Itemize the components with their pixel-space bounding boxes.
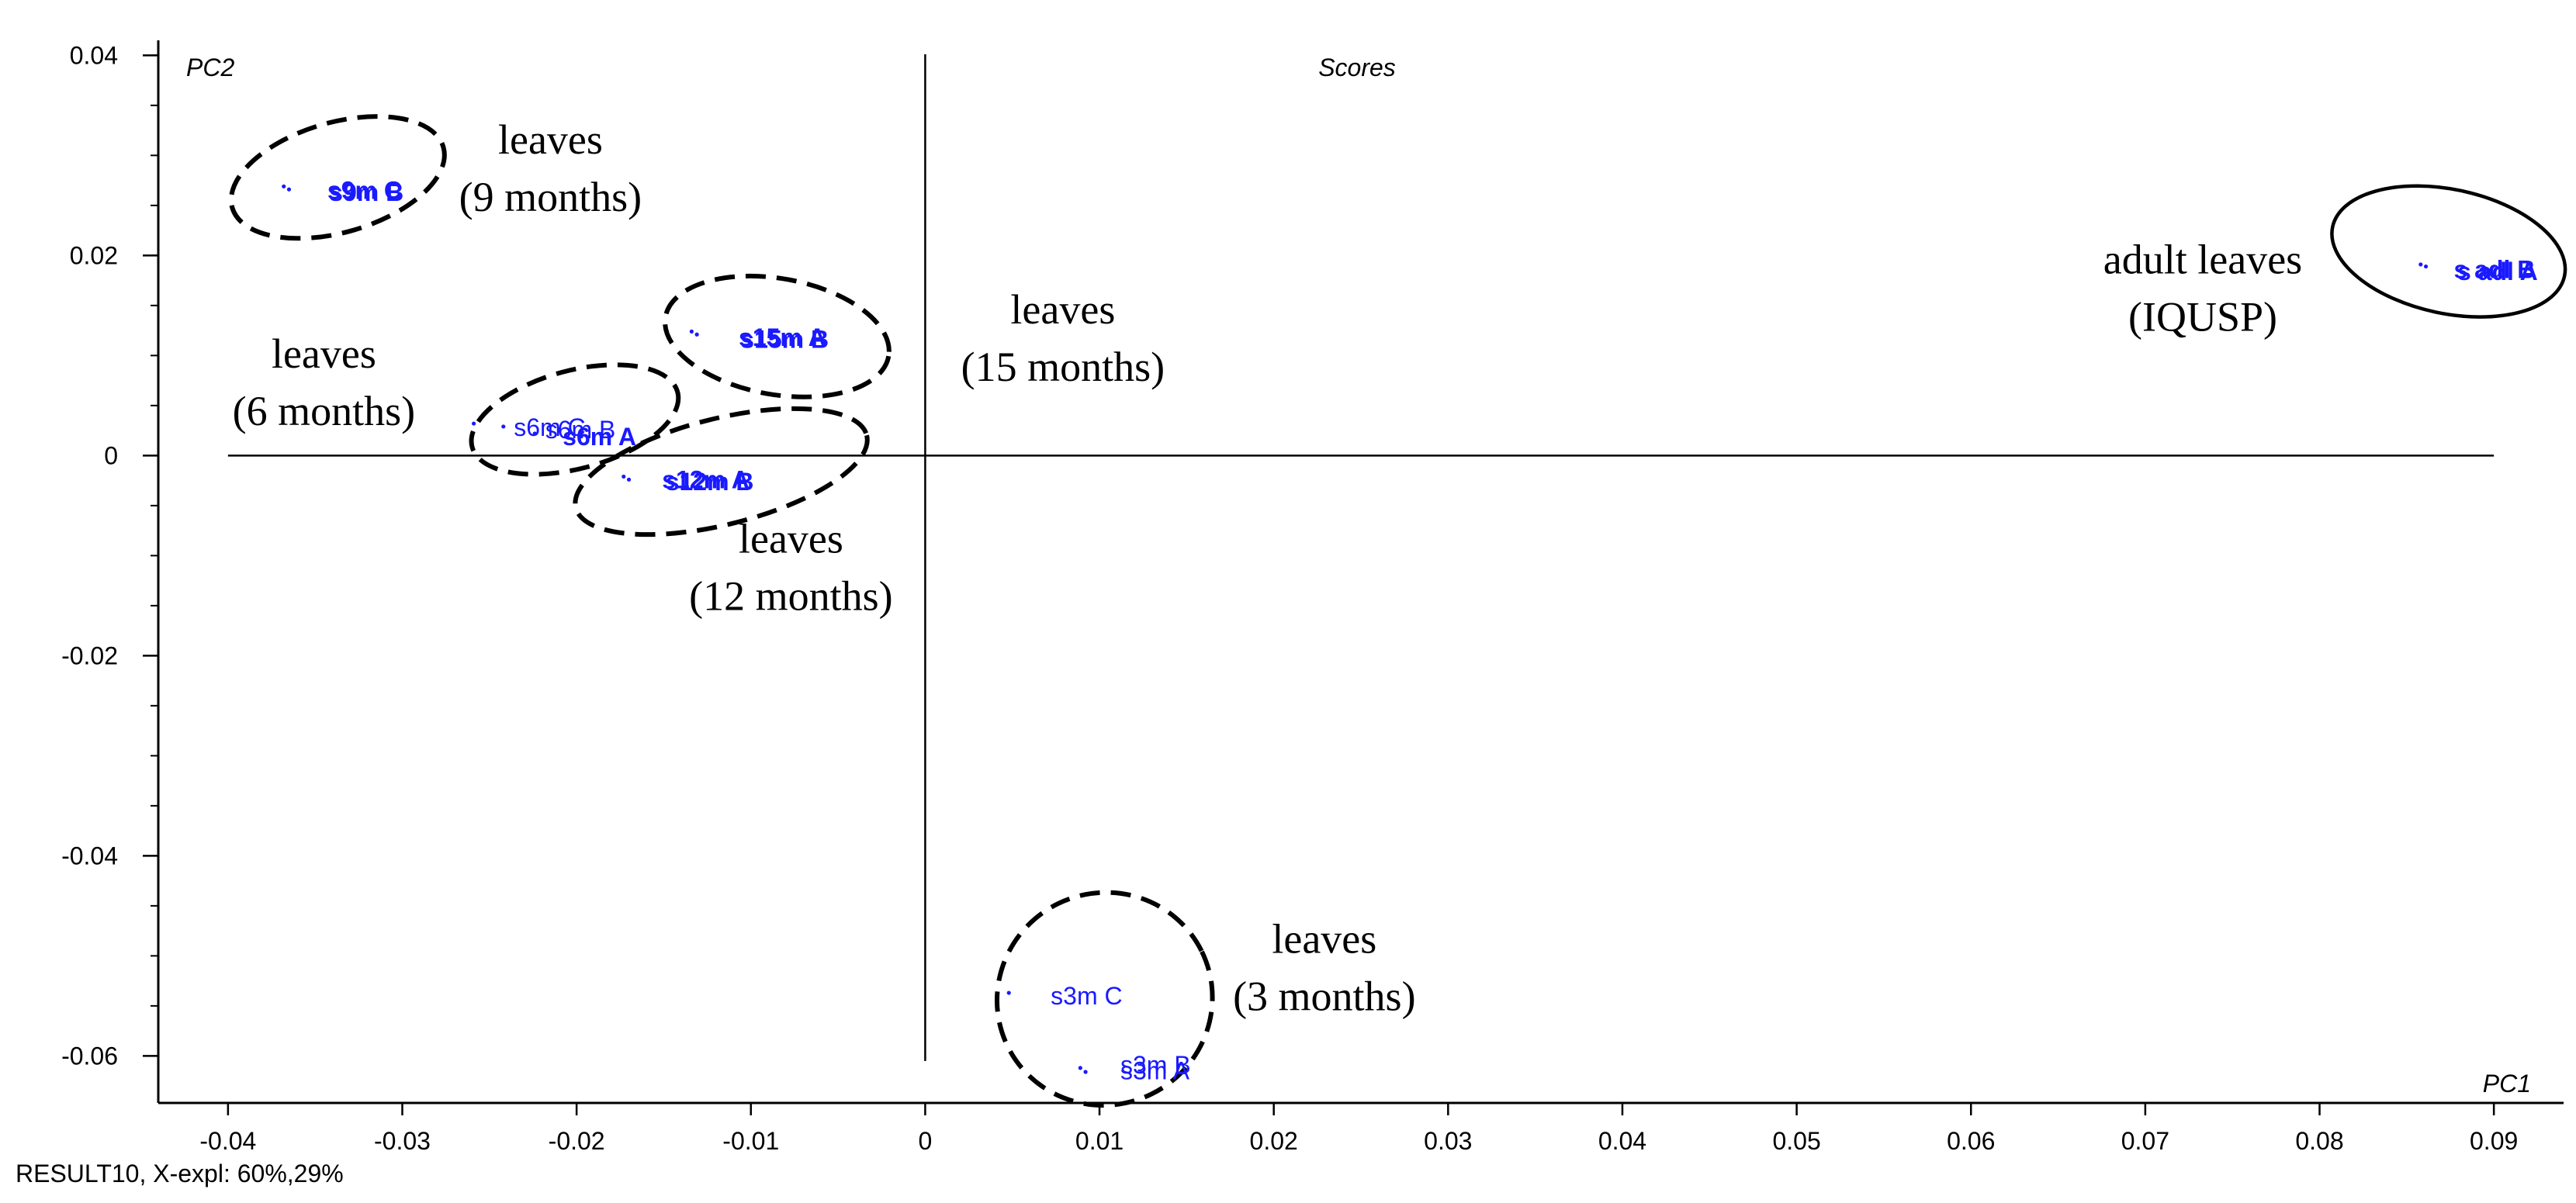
x-tick-label: 0.07: [2121, 1127, 2169, 1155]
y-tick-label: -0.06: [61, 1042, 118, 1070]
y-tick-label: 0: [104, 441, 118, 469]
cluster-annotation-line: (6 months): [233, 388, 416, 434]
x-tick-label: -0.03: [374, 1127, 431, 1155]
cluster-annotation-line: (IQUSP): [2128, 294, 2277, 341]
zero-lines: [227, 54, 2495, 1061]
data-point: [286, 187, 292, 192]
data-point: [2423, 264, 2429, 269]
data-point: [1078, 1066, 1082, 1070]
y-tick-label: -0.02: [61, 641, 118, 669]
x-tick-label: 0.01: [1075, 1127, 1124, 1155]
x-tick-label: 0.06: [1947, 1127, 1995, 1155]
point-label: s6m B: [545, 416, 616, 444]
axes: [157, 40, 2564, 1104]
ellipse-15-months: [663, 273, 892, 399]
point-label: s6m A: [563, 423, 636, 451]
point-label: s3m C: [1051, 982, 1122, 1010]
data-point: [689, 329, 694, 334]
point-label: s15m A: [739, 323, 826, 351]
data-point: [1006, 990, 1011, 995]
ellipse-6-months: [469, 362, 681, 477]
point-label: s3m A: [1120, 1057, 1190, 1085]
data-point: [2418, 262, 2423, 267]
point-label: s9m B: [329, 178, 403, 206]
point-label: s12m B: [666, 468, 754, 496]
point-label: s adl B: [2453, 255, 2535, 283]
ellipse-9-months: [228, 114, 447, 241]
cluster-annotation: leaves (15 months): [961, 286, 1165, 390]
chart-title: Scores: [1318, 54, 1396, 81]
point-label: s3m B: [1120, 1051, 1191, 1079]
x-tick-label: 0.04: [1598, 1127, 1646, 1155]
data-point: [626, 477, 632, 482]
y-tick-label: 0.02: [70, 241, 118, 269]
cluster-annotation-line: (15 months): [961, 344, 1165, 390]
x-tick-label: -0.02: [549, 1127, 605, 1155]
point-label: s12m A: [662, 465, 750, 493]
cluster-ellipses: [228, 114, 2567, 1108]
footer-note: RESULT10, X-expl: 60%,29%: [16, 1160, 344, 1187]
cluster-annotation-line: (9 months): [459, 174, 642, 220]
x-tick-label: 0.08: [2295, 1127, 2343, 1155]
x-tick-label: 0.09: [2470, 1127, 2518, 1155]
ellipse-12-months: [573, 406, 870, 538]
data-point: [1083, 1070, 1088, 1074]
x-axis-title: PC1: [2483, 1070, 2531, 1098]
data-point: [501, 424, 506, 429]
x-tick-label: 0.02: [1250, 1127, 1298, 1155]
x-tick-label: 0.03: [1424, 1127, 1472, 1155]
point-label: s9m C: [327, 177, 402, 205]
cluster-annotation-line: leaves: [739, 515, 843, 562]
cluster-annotation-line: leaves: [498, 116, 603, 163]
y-tick-label: 0.04: [70, 41, 118, 69]
data-point: [532, 431, 537, 436]
cluster-annotation: leaves (3 months): [1233, 915, 1416, 1019]
cluster-annotation-line: adult leaves: [2103, 237, 2302, 283]
cluster-annotation: leaves (6 months): [233, 330, 416, 434]
cluster-annotation-line: leaves: [1010, 286, 1115, 333]
cluster-annotation-line: (12 months): [689, 572, 893, 619]
cluster-annotation: leaves (12 months): [689, 515, 893, 619]
cluster-annotation-line: leaves: [272, 330, 376, 377]
x-tick-label: 0.05: [1772, 1127, 1820, 1155]
y-tick-label: -0.04: [61, 842, 118, 869]
point-label: s adl A: [2457, 258, 2538, 285]
cluster-annotation: adult leaves (IQUSP): [2103, 237, 2302, 341]
x-tick-label: -0.04: [199, 1127, 256, 1155]
point-label: s15m B: [740, 326, 829, 354]
x-ticks: -0.04 -0.03 -0.02 -0.01 0 0.01 0.02 0.03 0.04 0.0…: [199, 1103, 2518, 1155]
x-tick-label: 0: [919, 1127, 933, 1155]
data-point: [471, 421, 476, 426]
cluster-annotation: leaves (9 months): [459, 116, 642, 220]
y-ticks: 0.04 0.02 0 -0.02 -0.04 -0.06: [61, 41, 158, 1070]
data-point: [282, 184, 286, 188]
point-label: s6m C: [514, 413, 585, 441]
cluster-annotations: leaves (9 months) leaves (6 months) leaves (1…: [233, 116, 2303, 1020]
data-point: [621, 474, 626, 479]
cluster-annotation-line: (3 months): [1233, 973, 1416, 1019]
x-tick-label: -0.01: [722, 1127, 779, 1155]
ellipse-3-months: [994, 890, 1215, 1108]
ellipse-adult: [2330, 184, 2567, 319]
y-axis-title: PC2: [186, 54, 234, 81]
data-point: [694, 332, 699, 337]
cluster-annotation-line: leaves: [1272, 915, 1376, 962]
